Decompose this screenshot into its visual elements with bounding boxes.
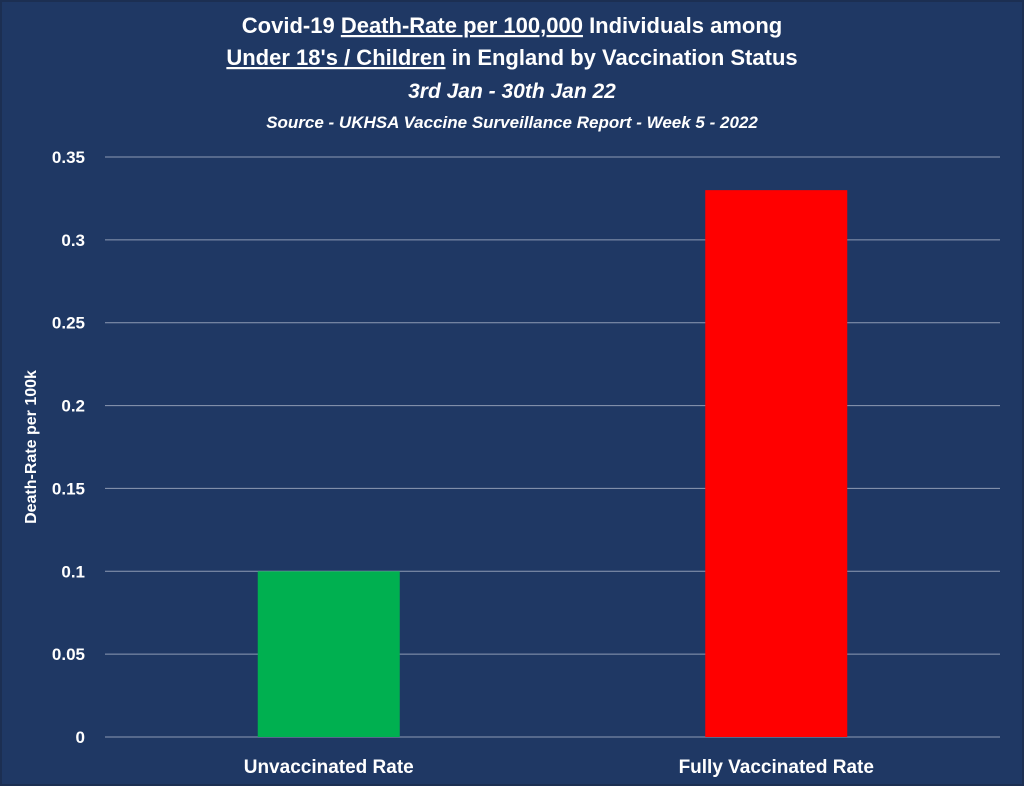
bar-unvaccinated-rate <box>257 571 400 737</box>
y-tick-label: 0.05 <box>52 645 85 664</box>
y-tick-label: 0 <box>76 728 85 747</box>
y-tick-label: 0.1 <box>61 562 85 581</box>
y-tick-label: 0.3 <box>61 231 85 250</box>
y-tick-label: 0.2 <box>61 397 85 416</box>
title-line-1-after: Individuals among <box>583 13 782 38</box>
chart-subtitle: 3rd Jan - 30th Jan 22 <box>408 80 616 103</box>
bar-fully-vaccinated-rate <box>705 190 848 738</box>
chart-title-line-1: Covid-19 Death-Rate per 100,000 Individu… <box>242 13 782 38</box>
gridlines <box>105 156 1000 738</box>
title-line-2-underlined: Under 18's / Children <box>226 45 445 70</box>
chart-title-line-2: Under 18's / Children in England by Vacc… <box>226 45 797 70</box>
x-tick-label: Fully Vaccinated Rate <box>679 757 874 778</box>
y-axis-title: Death-Rate per 100k <box>23 370 40 524</box>
title-line-1-before: Covid-19 <box>242 13 341 38</box>
y-tick-label: 0.25 <box>52 314 85 333</box>
x-tick-label: Unvaccinated Rate <box>244 757 414 778</box>
title-line-2-after: in England by Vaccination Status <box>446 45 798 70</box>
x-axis-tick-labels: Unvaccinated Rate Fully Vaccinated Rate <box>244 757 874 778</box>
title-line-1-underlined: Death-Rate per 100,000 <box>341 13 583 38</box>
bars <box>257 190 848 738</box>
y-tick-label: 0.35 <box>52 148 85 167</box>
y-axis-tick-labels: 0 0.05 0.1 0.15 0.2 0.25 0.3 0.35 <box>52 148 85 747</box>
chart-source: Source - UKHSA Vaccine Surveillance Repo… <box>266 113 758 132</box>
y-tick-label: 0.15 <box>52 479 85 498</box>
